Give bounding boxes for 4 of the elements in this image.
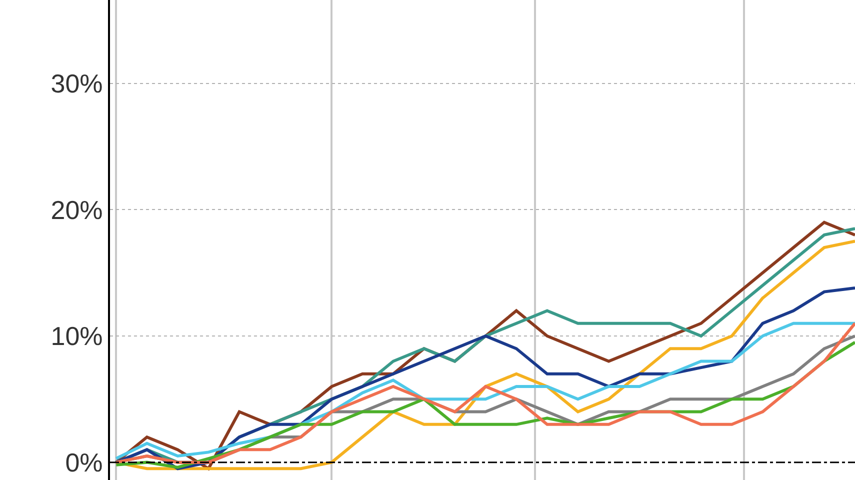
y-tick-label: 20%: [50, 194, 103, 225]
y-tick-label: 0%: [65, 447, 103, 478]
y-tick-label: 30%: [50, 68, 103, 98]
y-tick-label: 10%: [50, 321, 103, 352]
